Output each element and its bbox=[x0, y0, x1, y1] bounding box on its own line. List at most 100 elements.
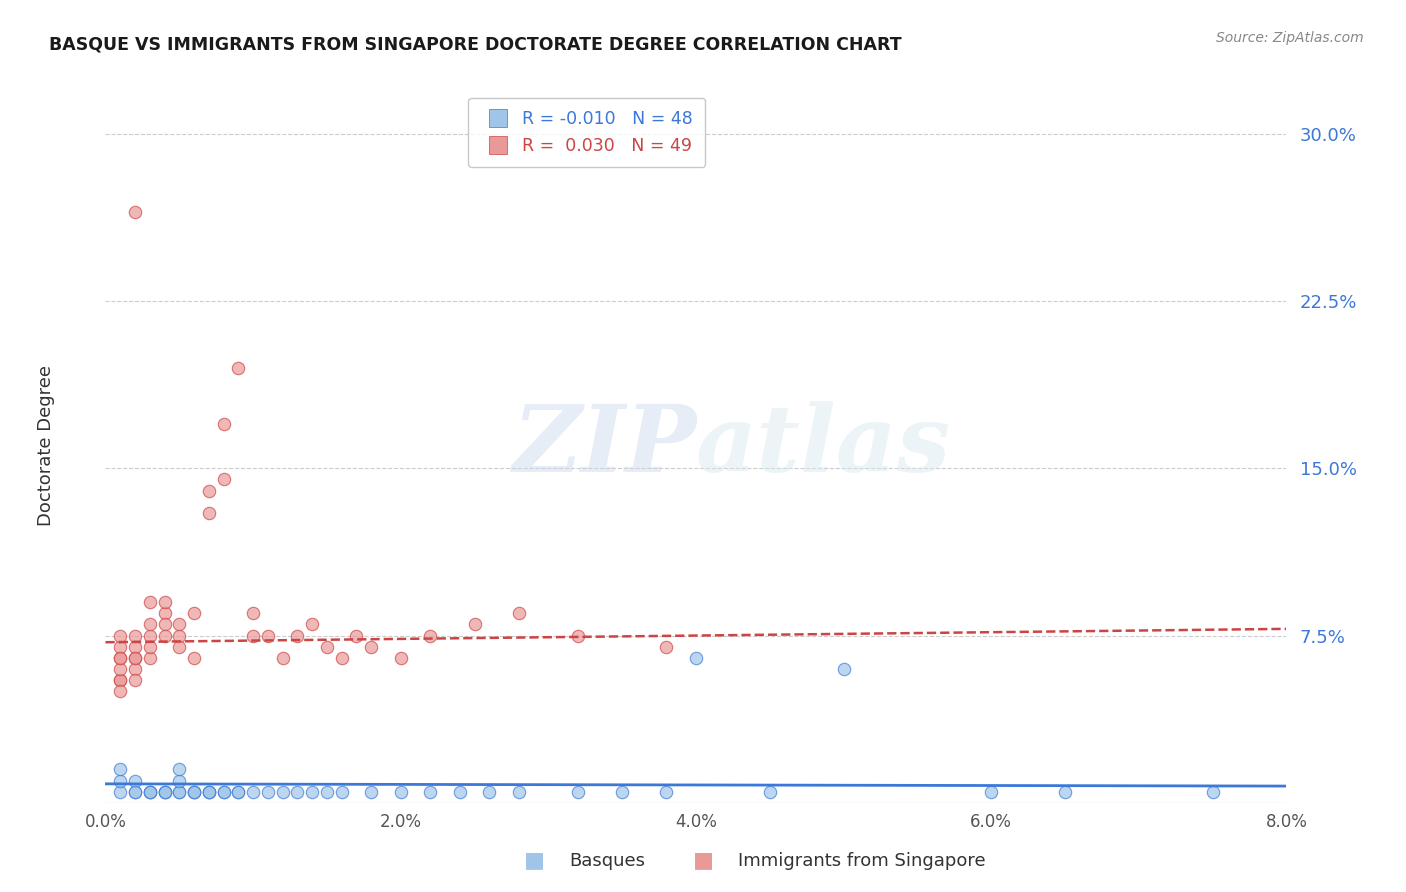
Point bbox=[138, 651, 162, 665]
Point bbox=[301, 785, 323, 799]
Point bbox=[153, 785, 176, 799]
Point bbox=[508, 785, 530, 799]
Point bbox=[124, 628, 146, 642]
Point bbox=[212, 473, 235, 487]
Point bbox=[110, 773, 132, 788]
Point bbox=[124, 673, 146, 687]
Point bbox=[124, 785, 146, 799]
Point bbox=[183, 785, 205, 799]
Text: BASQUE VS IMMIGRANTS FROM SINGAPORE DOCTORATE DEGREE CORRELATION CHART: BASQUE VS IMMIGRANTS FROM SINGAPORE DOCT… bbox=[49, 36, 901, 54]
Point bbox=[197, 785, 219, 799]
Point bbox=[169, 640, 191, 654]
Point bbox=[124, 204, 146, 219]
Point bbox=[242, 607, 264, 621]
Point bbox=[110, 662, 132, 676]
Point bbox=[419, 628, 441, 642]
Text: Doctorate Degree: Doctorate Degree bbox=[38, 366, 55, 526]
Point bbox=[138, 785, 162, 799]
Point bbox=[153, 785, 176, 799]
Point bbox=[1201, 785, 1223, 799]
Point bbox=[138, 617, 162, 632]
Point bbox=[197, 506, 219, 520]
Point bbox=[567, 628, 589, 642]
Point bbox=[110, 640, 132, 654]
Point bbox=[153, 607, 176, 621]
Text: ■: ■ bbox=[693, 850, 713, 870]
Point bbox=[183, 785, 205, 799]
Point bbox=[256, 785, 278, 799]
Point bbox=[169, 628, 191, 642]
Point bbox=[169, 773, 191, 788]
Point bbox=[153, 617, 176, 632]
Point bbox=[124, 785, 146, 799]
Point bbox=[655, 785, 678, 799]
Point bbox=[110, 785, 132, 799]
Point bbox=[138, 595, 162, 609]
Point bbox=[183, 785, 205, 799]
Point bbox=[287, 785, 309, 799]
Point bbox=[344, 628, 367, 642]
Point bbox=[169, 762, 191, 776]
Text: atlas: atlas bbox=[696, 401, 952, 491]
Point bbox=[1054, 785, 1077, 799]
Point bbox=[832, 662, 855, 676]
Point bbox=[271, 785, 294, 799]
Point bbox=[110, 673, 132, 687]
Point bbox=[464, 617, 486, 632]
Point bbox=[138, 785, 162, 799]
Point bbox=[110, 651, 132, 665]
Point bbox=[110, 684, 132, 698]
Point bbox=[389, 651, 412, 665]
Point bbox=[256, 628, 278, 642]
Point bbox=[212, 785, 235, 799]
Point bbox=[389, 785, 412, 799]
Text: Immigrants from Singapore: Immigrants from Singapore bbox=[738, 852, 986, 870]
Point bbox=[124, 651, 146, 665]
Point bbox=[508, 607, 530, 621]
Point bbox=[153, 628, 176, 642]
Point bbox=[197, 483, 219, 498]
Point bbox=[169, 617, 191, 632]
Point bbox=[110, 651, 132, 665]
Point bbox=[419, 785, 441, 799]
Point bbox=[212, 785, 235, 799]
Point bbox=[242, 785, 264, 799]
Point bbox=[330, 785, 353, 799]
Point bbox=[197, 785, 219, 799]
Point bbox=[110, 762, 132, 776]
Point bbox=[124, 640, 146, 654]
Point bbox=[301, 617, 323, 632]
Text: ■: ■ bbox=[524, 850, 544, 870]
Point bbox=[110, 673, 132, 687]
Point bbox=[138, 640, 162, 654]
Text: ZIP: ZIP bbox=[512, 401, 696, 491]
Point bbox=[197, 785, 219, 799]
Point bbox=[567, 785, 589, 799]
Text: Source: ZipAtlas.com: Source: ZipAtlas.com bbox=[1216, 31, 1364, 45]
Point bbox=[610, 785, 633, 799]
Point bbox=[124, 651, 146, 665]
Point bbox=[169, 785, 191, 799]
Point bbox=[980, 785, 1002, 799]
Point bbox=[315, 785, 337, 799]
Point bbox=[449, 785, 471, 799]
Point bbox=[169, 785, 191, 799]
Point bbox=[226, 785, 250, 799]
Point bbox=[330, 651, 353, 665]
Text: Basques: Basques bbox=[569, 852, 645, 870]
Point bbox=[758, 785, 780, 799]
Legend: R = -0.010   N = 48, R =  0.030   N = 49: R = -0.010 N = 48, R = 0.030 N = 49 bbox=[468, 98, 706, 167]
Point bbox=[655, 640, 678, 654]
Point bbox=[242, 628, 264, 642]
Point bbox=[124, 773, 146, 788]
Point bbox=[183, 651, 205, 665]
Point bbox=[226, 360, 250, 375]
Point bbox=[226, 785, 250, 799]
Point bbox=[478, 785, 501, 799]
Point bbox=[685, 651, 707, 665]
Point bbox=[153, 785, 176, 799]
Point bbox=[212, 417, 235, 431]
Point bbox=[138, 628, 162, 642]
Point bbox=[183, 607, 205, 621]
Point bbox=[138, 785, 162, 799]
